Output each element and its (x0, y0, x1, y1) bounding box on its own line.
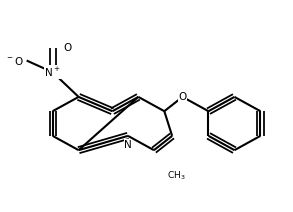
Text: O: O (63, 43, 71, 53)
Text: CH$_3$: CH$_3$ (167, 170, 185, 182)
Text: O: O (178, 92, 187, 102)
Text: N: N (124, 140, 132, 150)
Text: N$^+$: N$^+$ (44, 66, 61, 79)
Text: $^-$O: $^-$O (5, 54, 24, 67)
